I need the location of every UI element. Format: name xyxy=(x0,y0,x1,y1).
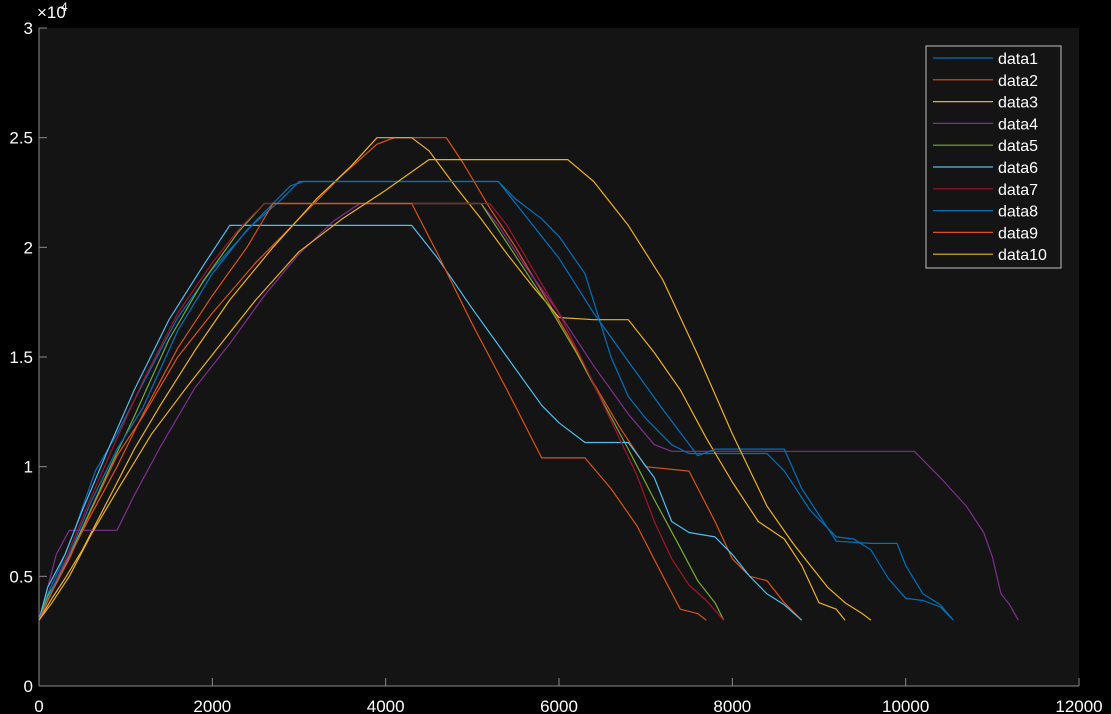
series-line-data5 xyxy=(38,202,725,621)
legend-label: data8 xyxy=(998,204,1038,221)
y-tick-label: 3 xyxy=(24,19,33,38)
series-lines xyxy=(38,137,1019,621)
legend-label: data7 xyxy=(998,182,1038,199)
legend: data1 data2 data3 data4 data5 data6 data7 data8… xyxy=(925,45,1062,269)
y-tick-label: 1 xyxy=(24,458,33,477)
plot-area xyxy=(39,28,1079,686)
y-tick-label: 0.5 xyxy=(9,567,33,586)
y-axis-ticks: 0 0.5 1 1.5 2 2.5 3 xyxy=(9,19,47,696)
series-line-data2 xyxy=(38,137,803,621)
legend-label: data6 xyxy=(998,160,1038,177)
x-tick-label: 6000 xyxy=(540,697,578,714)
series-line-data3 xyxy=(38,137,846,621)
y-tick-label: 2.5 xyxy=(9,129,33,148)
x-tick-label: 8000 xyxy=(713,697,751,714)
legend-box xyxy=(925,45,1062,269)
legend-label: data10 xyxy=(998,247,1047,264)
x-axis-ticks: 0 2000 4000 6000 8000 10000 12000 xyxy=(34,678,1103,714)
x-tick-label: 2000 xyxy=(193,697,231,714)
y-tick-label: 2 xyxy=(24,238,33,257)
y-tick-label: 1.5 xyxy=(9,348,33,367)
legend-label: data5 xyxy=(998,138,1038,155)
series-line-data8 xyxy=(38,180,954,621)
x-tick-label: 4000 xyxy=(367,697,405,714)
series-line-data9 xyxy=(38,202,707,621)
series-line-data10 xyxy=(38,159,872,621)
legend-label: data4 xyxy=(998,116,1038,133)
y-tick-label: 0 xyxy=(24,677,33,696)
y-exponent-base: ×10 xyxy=(37,3,66,22)
y-exponent-power: 4 xyxy=(61,0,68,14)
series-line-data1 xyxy=(38,180,954,621)
series-line-data4 xyxy=(38,202,1019,621)
x-tick-label: 10000 xyxy=(882,697,929,714)
legend-label: data9 xyxy=(998,225,1038,242)
legend-label: data2 xyxy=(998,73,1038,90)
legend-label: data3 xyxy=(998,95,1038,112)
series-line-data7 xyxy=(38,202,725,621)
series-line-data6 xyxy=(38,224,803,621)
x-tick-label: 12000 xyxy=(1055,697,1102,714)
legend-label: data1 xyxy=(998,51,1038,68)
x-tick-label: 0 xyxy=(34,697,43,714)
